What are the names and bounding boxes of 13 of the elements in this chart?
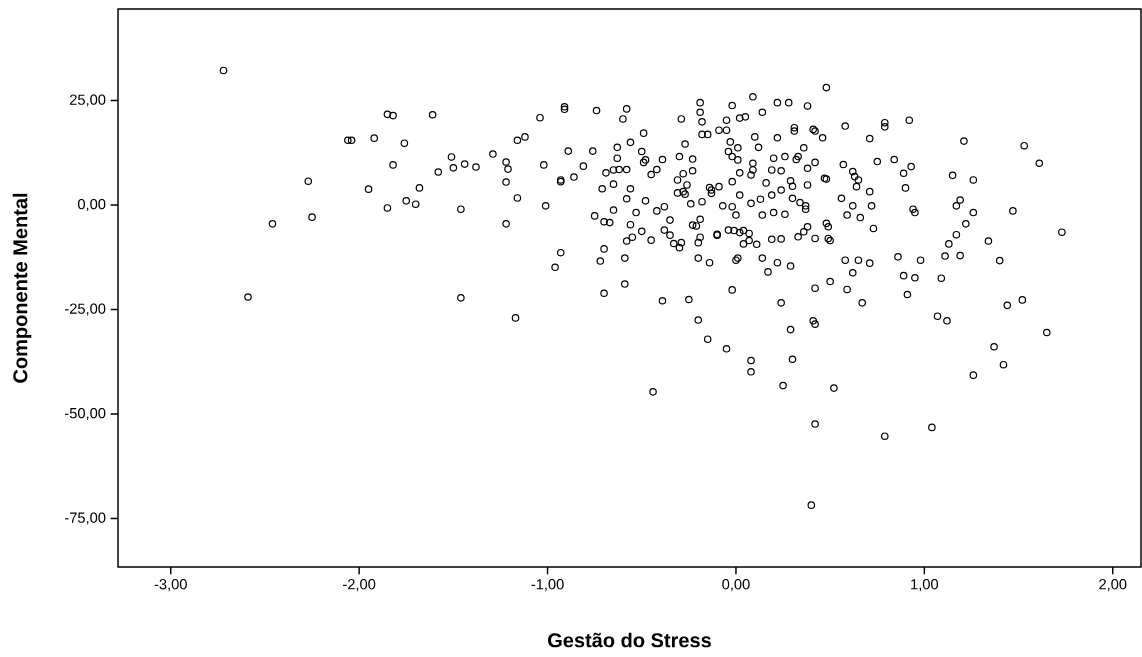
y-tick-label: 0,00 bbox=[77, 198, 106, 212]
y-tick-label: -25,00 bbox=[65, 303, 106, 316]
x-tick-label: -2,00 bbox=[343, 579, 376, 592]
x-tick-label: -3,00 bbox=[154, 579, 187, 592]
y-tick-label: -50,00 bbox=[65, 407, 106, 421]
x-axis-title: Gestão do Stress bbox=[548, 632, 711, 648]
y-axis-title: Componente Mental bbox=[12, 193, 32, 383]
x-tick-label: 2,00 bbox=[1099, 579, 1127, 592]
y-tick-label: 25,00 bbox=[69, 94, 106, 107]
x-tick-label: -1,00 bbox=[531, 579, 564, 592]
y-tick-label: -75,00 bbox=[65, 512, 106, 525]
x-tick-label: 1,00 bbox=[911, 579, 939, 592]
x-tick-label: 0,00 bbox=[722, 579, 750, 592]
